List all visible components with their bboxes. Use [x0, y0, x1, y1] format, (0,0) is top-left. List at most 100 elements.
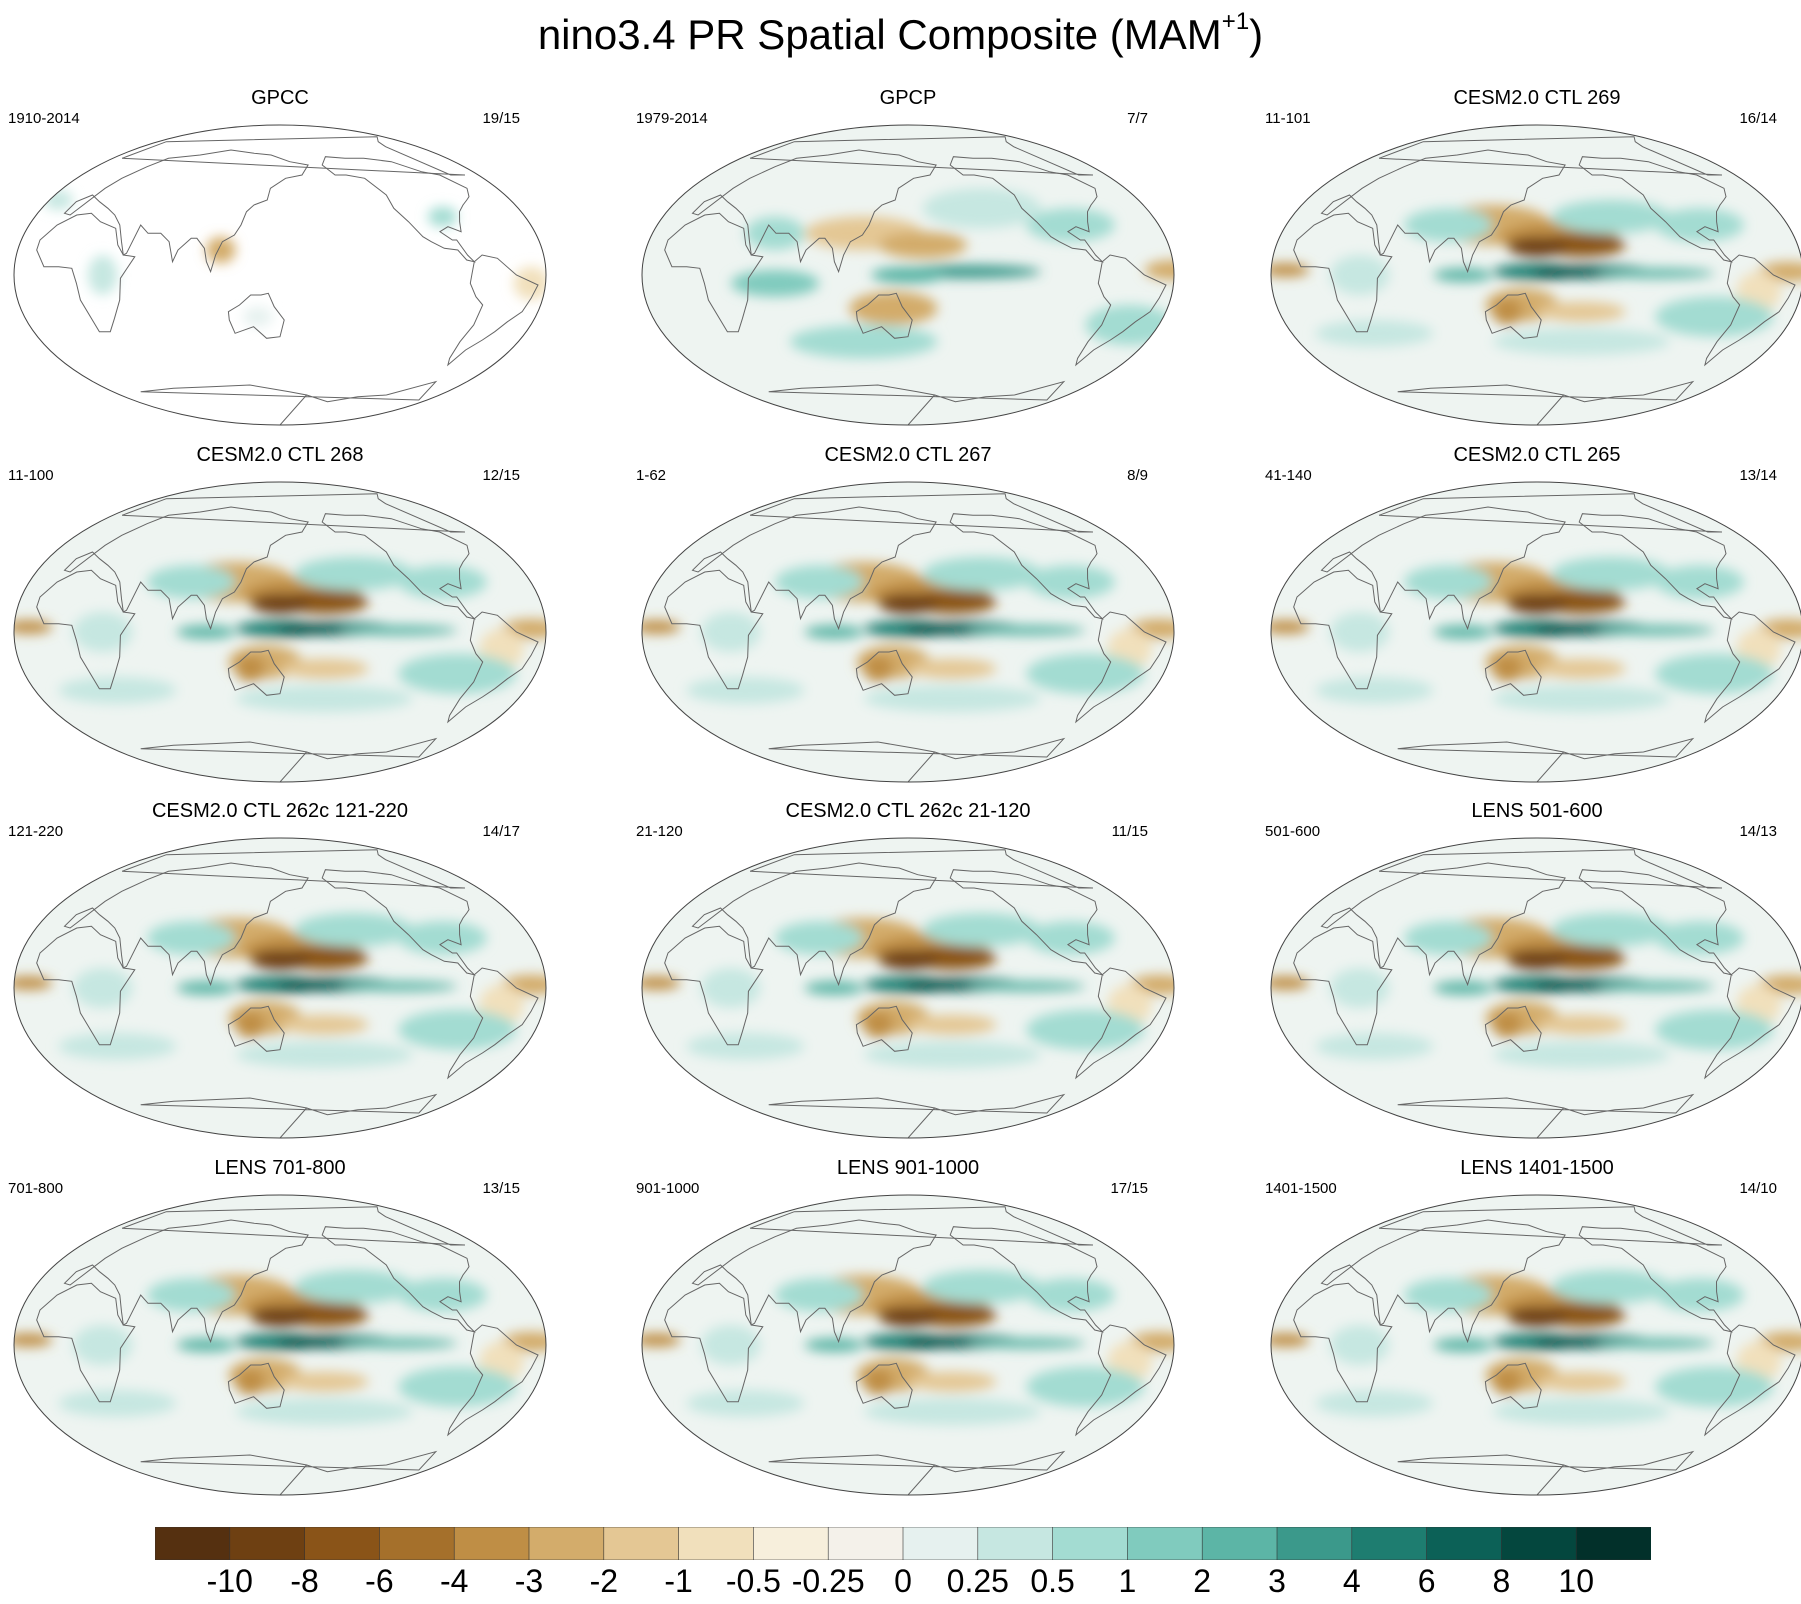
- map-background: [14, 125, 546, 425]
- anomaly-patch: [1330, 1325, 1390, 1365]
- anomaly-patch: [1492, 328, 1670, 355]
- coastline: [36, 1282, 136, 1403]
- coastline: [1293, 569, 1393, 690]
- coastline: [140, 1093, 438, 1138]
- coastline: [1704, 611, 1796, 724]
- anomaly-patch: [1433, 268, 1493, 282]
- anomaly-patch: [642, 620, 681, 634]
- anomaly-patch: [243, 306, 273, 327]
- anomaly-patch: [14, 976, 53, 990]
- colorbar-tick-label: 10: [1558, 1563, 1594, 1599]
- anomaly-patch: [1026, 653, 1145, 694]
- anomaly-patch: [1596, 1338, 1715, 1349]
- panel-years: 1-62: [636, 467, 667, 484]
- coastline: [1484, 1005, 1542, 1052]
- panel-title: CESM2.0 CTL 269: [1453, 87, 1621, 109]
- anomaly-patch: [863, 1368, 894, 1395]
- coastline: [855, 292, 913, 339]
- coastline: [227, 1005, 285, 1052]
- anomaly-patch: [250, 1306, 310, 1327]
- anomaly-patch: [1271, 263, 1310, 277]
- coastline: [1578, 513, 1733, 620]
- anomaly-patch: [1655, 208, 1744, 242]
- colorbar-swatch: [453, 1527, 530, 1560]
- coastline: [949, 1226, 1104, 1333]
- anomaly-patch: [1537, 1371, 1626, 1392]
- coastline: [1484, 1362, 1542, 1409]
- map-panel: LENS 501-600 501-600 14/13: [1257, 799, 1801, 1155]
- anomaly-patch: [804, 981, 864, 995]
- panel-count: 7/7: [1127, 110, 1148, 127]
- colorbar-swatch: [229, 1527, 306, 1560]
- coastline: [1484, 292, 1542, 339]
- anomaly-patch: [147, 565, 236, 599]
- anomaly-patch: [1537, 658, 1626, 679]
- panel-years: 1401-1500: [1265, 1180, 1337, 1197]
- colorbar-swatch: [1201, 1527, 1278, 1560]
- colorbar-swatch: [1426, 1527, 1503, 1560]
- anomaly-patch: [1537, 301, 1626, 322]
- coastline: [1075, 611, 1167, 724]
- map-panel: LENS 1401-1500 1401-1500 14/10: [1257, 1156, 1801, 1512]
- panel-years: 501-600: [1265, 823, 1321, 840]
- colorbar-swatch: [827, 1527, 904, 1560]
- anomaly-patch: [501, 1331, 546, 1352]
- coastline: [1293, 212, 1393, 333]
- map-border: [1270, 124, 1801, 426]
- anomaly-patch: [1551, 913, 1670, 947]
- colorbar-tick-label: -4: [439, 1563, 469, 1599]
- anomaly-patch: [1315, 320, 1434, 347]
- coastline: [63, 862, 309, 987]
- world-map: [13, 124, 547, 426]
- panel-count: 13/14: [1739, 467, 1777, 484]
- coastline: [447, 967, 539, 1080]
- colorbar-swatch: [304, 1527, 381, 1560]
- anomaly-patch: [1655, 1366, 1774, 1407]
- anomaly-patch: [43, 190, 74, 210]
- map-border: [1270, 481, 1801, 783]
- anomaly-patch: [903, 625, 957, 636]
- panel-title: GPCC: [251, 87, 309, 109]
- colorbar-tick-label: -2: [589, 1563, 619, 1599]
- coastline: [749, 1206, 1094, 1246]
- anomaly-patch: [642, 1333, 681, 1347]
- anomaly-patch: [58, 677, 177, 704]
- anomaly-patch: [250, 949, 310, 970]
- anomaly-patch: [235, 685, 413, 712]
- colorbar-tick-label: -8: [290, 1563, 319, 1599]
- anomaly-patch: [1330, 968, 1390, 1008]
- colorbar-swatch: [1127, 1527, 1204, 1560]
- anomaly-patch: [1404, 208, 1493, 242]
- map-panel: LENS 901-1000 901-1000 17/15: [628, 1156, 1228, 1512]
- anomaly-patch: [398, 1278, 487, 1312]
- anomaly-patch: [235, 1011, 266, 1038]
- anomaly-patch: [903, 981, 957, 992]
- map-panel: GPCC 1910-2014 19/15: [0, 86, 600, 442]
- coastline: [121, 493, 466, 533]
- coastline: [1320, 1219, 1566, 1344]
- map-border: [1270, 1194, 1801, 1496]
- anomaly-patch: [1758, 261, 1801, 282]
- colorbar-swatch: [379, 1527, 455, 1560]
- anomaly-patch: [908, 658, 997, 679]
- panel-count: 13/15: [482, 1180, 520, 1197]
- anomaly-patch: [686, 1033, 805, 1060]
- panel-years: 11-100: [8, 467, 54, 484]
- panel-title: GPCP: [879, 87, 937, 109]
- coastline: [63, 506, 309, 631]
- coastline: [749, 849, 1094, 889]
- anomaly-patch: [1655, 1278, 1744, 1312]
- map-border: [641, 481, 1175, 783]
- anomaly-patch: [1026, 1009, 1145, 1050]
- anomaly-patch: [1596, 981, 1715, 992]
- colorbar-tick-label: 1: [1118, 1563, 1137, 1599]
- anomaly-patch: [294, 913, 413, 947]
- panel-title: CESM2.0 CTL 268: [196, 444, 364, 466]
- colorbar-swatch: [1501, 1527, 1578, 1560]
- anomaly-patch: [1492, 685, 1670, 712]
- coastline: [949, 513, 1104, 620]
- anomaly-patch: [398, 921, 487, 955]
- anomaly-patch: [804, 1338, 864, 1352]
- anomaly-patch: [1537, 1014, 1626, 1035]
- coastline: [321, 1226, 476, 1333]
